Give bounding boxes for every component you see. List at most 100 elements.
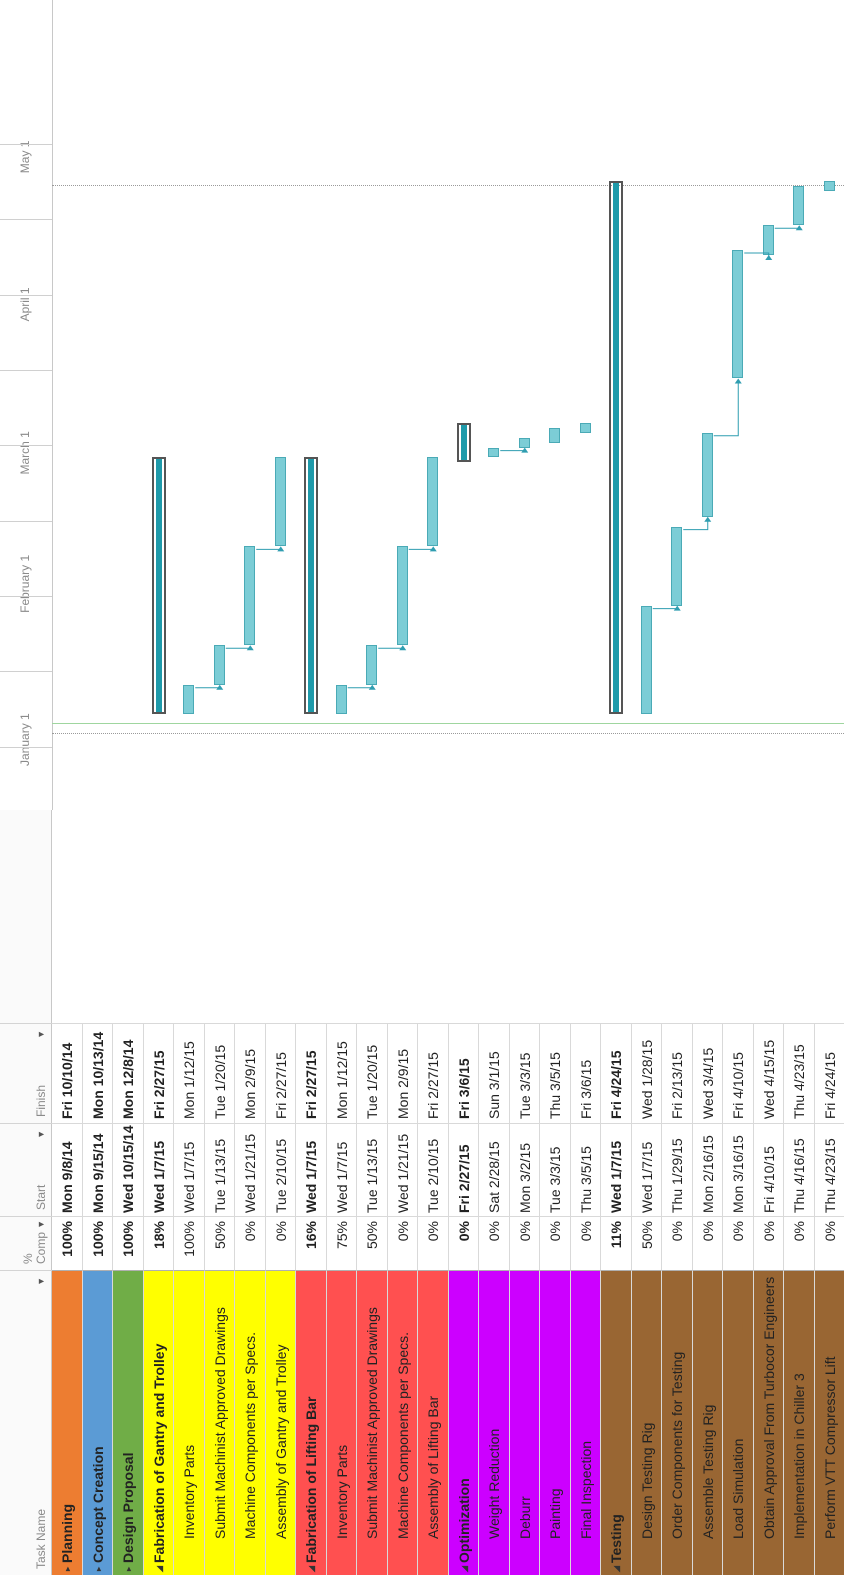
task-row-machine-components-per-specs[interactable]: Machine Components per Specs. 0% Wed 1/21/… (235, 810, 266, 1575)
start-date-cell[interactable]: Wed 1/7/15 (326, 1123, 357, 1216)
task-row-order-components-for-testing[interactable]: Order Components for Testing 0% Thu 1/29/1… (662, 810, 693, 1575)
start-date-cell[interactable]: Sat 2/28/15 (479, 1123, 510, 1216)
collapse-icon[interactable]: ◢ (307, 1565, 317, 1573)
task-bar[interactable] (213, 645, 225, 685)
task-row-assembly-of-gantry-and-trolley[interactable]: Assembly of Gantry and Trolley 0% Tue 2/10… (265, 810, 296, 1575)
task-name-cell[interactable]: Deburr (509, 1270, 540, 1575)
task-name-cell[interactable]: ▸ Design Proposal (113, 1270, 144, 1575)
task-bar[interactable] (701, 432, 713, 517)
task-row-planning[interactable]: ▸ Planning 100% Mon 9/8/14 Fri 10/10/14 (52, 810, 83, 1575)
task-bar[interactable] (274, 457, 286, 547)
task-row-implementation-in-chiller-3[interactable]: Implementation in Chiller 3 0% Thu 4/16/15… (784, 810, 815, 1575)
task-bar[interactable] (183, 684, 195, 715)
column-header-pct-complete[interactable]: % Comp ▼ (0, 1216, 52, 1270)
pct-complete-cell[interactable]: 50% (631, 1216, 662, 1270)
pct-complete-cell[interactable]: 18% (143, 1216, 174, 1270)
start-date-cell[interactable]: Thu 1/29/15 (662, 1123, 693, 1216)
pct-complete-cell[interactable]: 11% (601, 1216, 632, 1270)
pct-complete-cell[interactable]: 16% (296, 1216, 327, 1270)
task-row-fabrication-of-lifting-bar[interactable]: ◢ Fabrication of Lifting Bar 16% Wed 1/7/15… (296, 810, 327, 1575)
pct-complete-cell[interactable]: 100% (174, 1216, 205, 1270)
task-name-cell[interactable]: ▸ Planning (52, 1270, 83, 1575)
pct-complete-cell[interactable]: 50% (357, 1216, 388, 1270)
finish-date-cell[interactable]: Fri 2/27/15 (265, 1023, 296, 1123)
task-row-design-proposal[interactable]: ▸ Design Proposal 100% Wed 10/15/14 Mon 12/8… (113, 810, 144, 1575)
task-row-design-testing-rig[interactable]: Design Testing Rig 50% Wed 1/7/15 Wed 1/28/… (631, 810, 662, 1575)
start-date-cell[interactable]: Wed 1/7/15 (143, 1123, 174, 1216)
finish-date-cell[interactable]: Fri 10/10/14 (52, 1023, 83, 1123)
finish-date-cell[interactable]: Mon 1/12/15 (174, 1023, 205, 1123)
task-name-cell[interactable]: Submit Machinist Approved Drawings (357, 1270, 388, 1575)
task-name-cell[interactable]: Weight Reduction (479, 1270, 510, 1575)
expand-icon[interactable]: ▸ (63, 1567, 73, 1572)
task-row-final-inspection[interactable]: Final Inspection 0% Thu 3/5/15 Fri 3/6/15 (570, 810, 601, 1575)
summary-bar[interactable] (304, 457, 319, 715)
start-date-cell[interactable]: Tue 2/10/15 (265, 1123, 296, 1216)
task-name-cell[interactable]: Painting (540, 1270, 571, 1575)
start-date-cell[interactable]: Fri 4/10/15 (753, 1123, 784, 1216)
column-header-finish[interactable]: Finish ▼ (0, 1023, 52, 1123)
task-name-cell[interactable]: Implementation in Chiller 3 (784, 1270, 815, 1575)
task-bar[interactable] (793, 185, 805, 226)
task-name-cell[interactable]: Order Components for Testing (662, 1270, 693, 1575)
task-name-cell[interactable]: Final Inspection (570, 1270, 601, 1575)
task-row-painting[interactable]: Painting 0% Tue 3/3/15 Thu 3/5/15 (540, 810, 571, 1575)
summary-bar[interactable] (609, 180, 624, 715)
pct-complete-cell[interactable]: 50% (204, 1216, 235, 1270)
finish-date-cell[interactable]: Fri 2/27/15 (418, 1023, 449, 1123)
start-date-cell[interactable]: Wed 1/7/15 (174, 1123, 205, 1216)
pct-complete-cell[interactable]: 100% (113, 1216, 144, 1270)
task-row-optimization[interactable]: ◢ Optimization 0% Fri 2/27/15 Fri 3/6/15 (448, 810, 479, 1575)
finish-date-cell[interactable]: Tue 3/3/15 (509, 1023, 540, 1123)
finish-date-cell[interactable]: Mon 2/9/15 (235, 1023, 266, 1123)
start-date-cell[interactable]: Wed 1/21/15 (387, 1123, 418, 1216)
finish-date-cell[interactable]: Sun 3/1/15 (479, 1023, 510, 1123)
finish-date-cell[interactable]: Fri 4/24/15 (814, 1023, 844, 1123)
finish-date-cell[interactable]: Wed 3/4/15 (692, 1023, 723, 1123)
start-date-cell[interactable]: Wed 1/21/15 (235, 1123, 266, 1216)
chevron-down-icon[interactable]: ▼ (36, 1277, 46, 1286)
finish-date-cell[interactable]: Fri 4/10/15 (723, 1023, 754, 1123)
pct-complete-cell[interactable]: 0% (753, 1216, 784, 1270)
collapse-icon[interactable]: ◢ (612, 1565, 622, 1573)
start-date-cell[interactable]: Tue 1/13/15 (204, 1123, 235, 1216)
task-row-inventory-parts[interactable]: Inventory Parts 75% Wed 1/7/15 Mon 1/12/15 (326, 810, 357, 1575)
task-name-cell[interactable]: Load Simulation (723, 1270, 754, 1575)
task-bar[interactable] (427, 457, 439, 547)
finish-date-cell[interactable]: Fri 4/24/15 (601, 1023, 632, 1123)
chevron-down-icon[interactable]: ▼ (36, 1030, 46, 1039)
task-row-deburr[interactable]: Deburr 0% Mon 3/2/15 Tue 3/3/15 (509, 810, 540, 1575)
task-name-cell[interactable]: Inventory Parts (174, 1270, 205, 1575)
finish-date-cell[interactable]: Wed 1/28/15 (631, 1023, 662, 1123)
pct-complete-cell[interactable]: 0% (387, 1216, 418, 1270)
pct-complete-cell[interactable]: 0% (448, 1216, 479, 1270)
pct-complete-cell[interactable]: 75% (326, 1216, 357, 1270)
start-date-cell[interactable]: Mon 9/15/14 (82, 1123, 113, 1216)
task-name-cell[interactable]: Design Testing Rig (631, 1270, 662, 1575)
task-row-testing[interactable]: ◢ Testing 11% Wed 1/7/15 Fri 4/24/15 (601, 810, 632, 1575)
pct-complete-cell[interactable]: 0% (784, 1216, 815, 1270)
finish-date-cell[interactable]: Mon 1/12/15 (326, 1023, 357, 1123)
finish-date-cell[interactable]: Mon 2/9/15 (387, 1023, 418, 1123)
task-name-cell[interactable]: Assembly of Lifting Bar (418, 1270, 449, 1575)
task-row-concept-creation[interactable]: ▸ Concept Creation 100% Mon 9/15/14 Mon 10/1… (82, 810, 113, 1575)
start-date-cell[interactable]: Tue 2/10/15 (418, 1123, 449, 1216)
pct-complete-cell[interactable]: 0% (570, 1216, 601, 1270)
task-row-assemble-testing-rig[interactable]: Assemble Testing Rig 0% Mon 2/16/15 Wed 3/4… (692, 810, 723, 1575)
start-date-cell[interactable]: Thu 3/5/15 (570, 1123, 601, 1216)
start-date-cell[interactable]: Fri 2/27/15 (448, 1123, 479, 1216)
task-row-load-simulation[interactable]: Load Simulation 0% Mon 3/16/15 Fri 4/10/15 (723, 810, 754, 1575)
start-date-cell[interactable]: Mon 3/16/15 (723, 1123, 754, 1216)
task-bar[interactable] (366, 645, 378, 685)
chevron-down-icon[interactable]: ▼ (36, 1220, 46, 1229)
start-date-cell[interactable]: Wed 1/7/15 (601, 1123, 632, 1216)
finish-date-cell[interactable]: Tue 1/20/15 (204, 1023, 235, 1123)
pct-complete-cell[interactable]: 0% (235, 1216, 266, 1270)
task-row-obtain-approval-from-turbocor-engineers[interactable]: Obtain Approval From Turbocor Engineers 0… (753, 810, 784, 1575)
task-row-fabrication-of-gantry-and-trolley[interactable]: ◢ Fabrication of Gantry and Trolley 18% Wed… (143, 810, 174, 1575)
task-bar[interactable] (671, 526, 683, 606)
task-name-cell[interactable]: ◢ Testing (601, 1270, 632, 1575)
task-bar[interactable] (488, 447, 500, 458)
finish-date-cell[interactable]: Fri 3/6/15 (570, 1023, 601, 1123)
task-row-machine-components-per-specs[interactable]: Machine Components per Specs. 0% Wed 1/21/… (387, 810, 418, 1575)
